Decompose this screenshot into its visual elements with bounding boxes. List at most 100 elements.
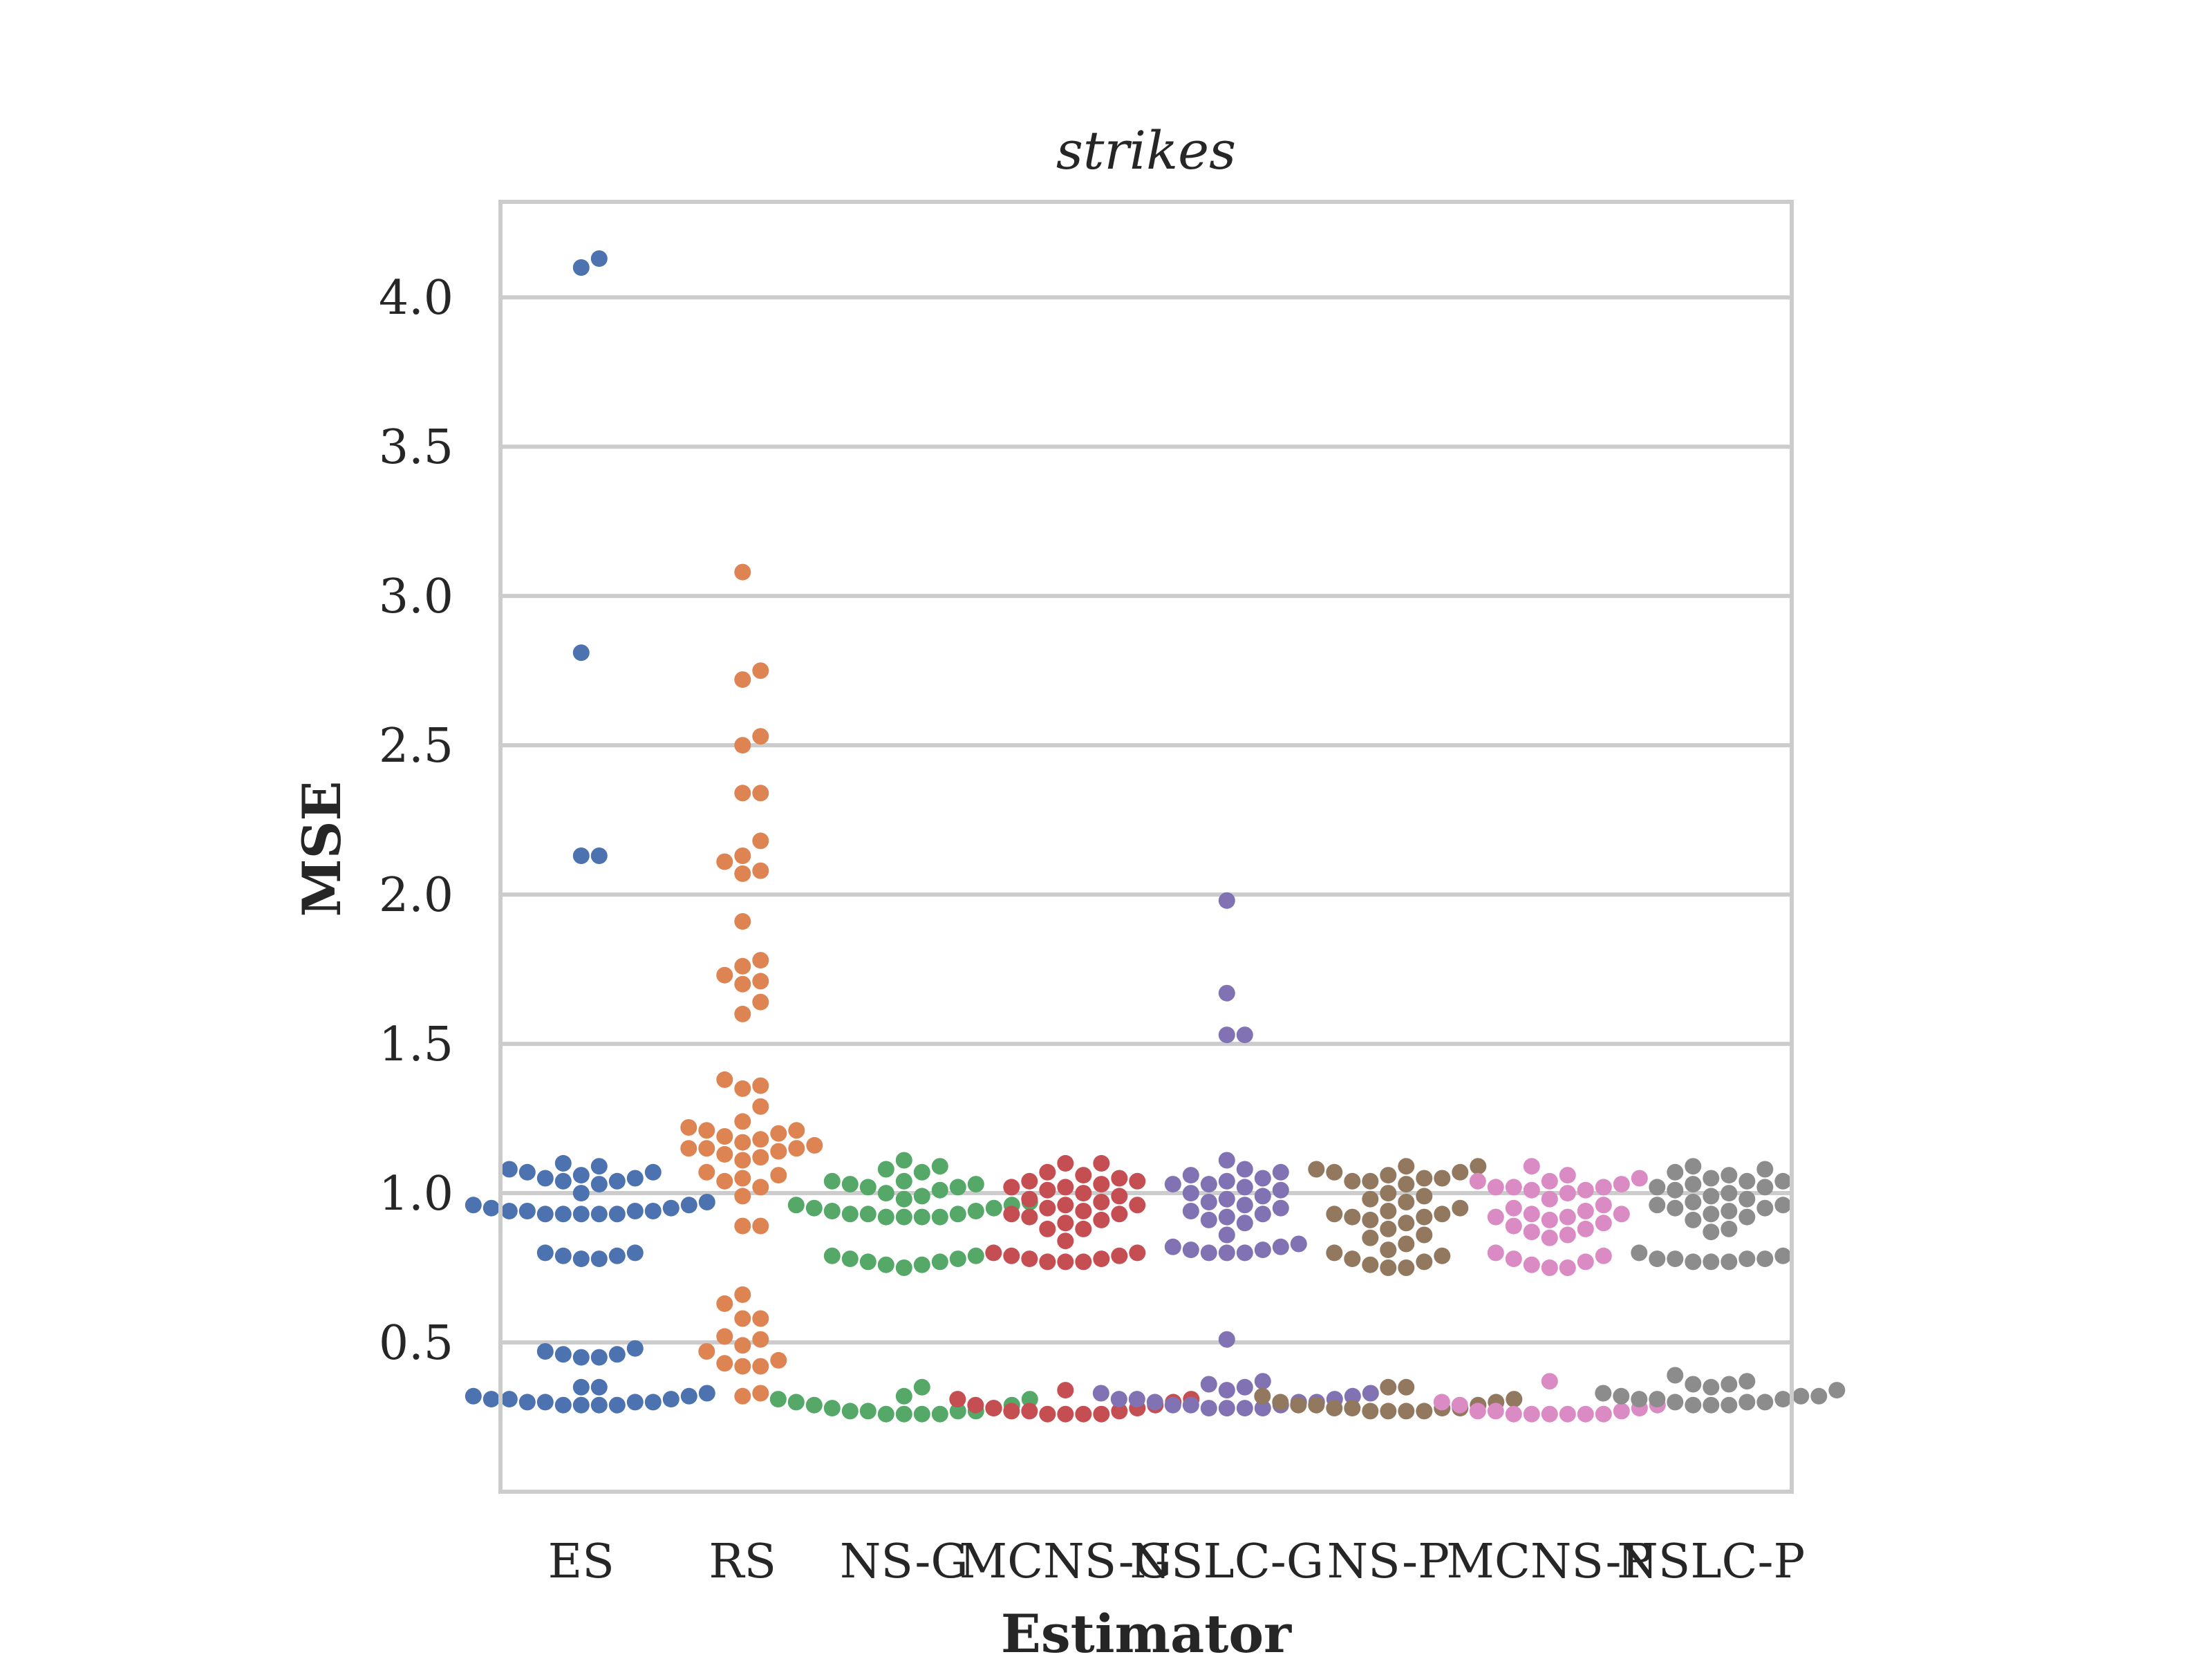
data-point xyxy=(662,1391,679,1408)
data-point xyxy=(1236,1400,1253,1417)
data-point xyxy=(626,1394,644,1411)
data-point xyxy=(1236,1161,1253,1178)
data-point xyxy=(1362,1385,1379,1402)
data-point xyxy=(913,1163,930,1181)
data-point xyxy=(1218,1190,1235,1208)
data-point xyxy=(1362,1172,1379,1190)
data-point xyxy=(1595,1215,1612,1232)
data-point xyxy=(680,1387,697,1405)
data-point xyxy=(1613,1403,1630,1420)
data-point xyxy=(734,1170,751,1187)
data-point xyxy=(1703,1378,1720,1396)
y-tick-label: 0.5 xyxy=(379,1316,453,1371)
data-point xyxy=(877,1208,894,1226)
data-point xyxy=(500,1203,518,1219)
data-point xyxy=(1505,1405,1522,1423)
data-point xyxy=(1218,1027,1235,1044)
data-point xyxy=(1756,1250,1774,1268)
data-point xyxy=(949,1206,966,1223)
data-point xyxy=(1129,1172,1146,1190)
plot-frame xyxy=(498,200,1794,1494)
data-point xyxy=(1254,1241,1271,1259)
data-point xyxy=(1577,1253,1594,1271)
data-point xyxy=(1738,1373,1756,1390)
data-point xyxy=(1577,1203,1594,1219)
data-point xyxy=(1164,1176,1181,1193)
data-point xyxy=(1344,1400,1361,1417)
data-point xyxy=(1111,1170,1128,1187)
data-point xyxy=(608,1206,626,1223)
data-point xyxy=(1326,1206,1343,1223)
data-point xyxy=(913,1256,930,1273)
data-point xyxy=(1092,1385,1109,1402)
data-point xyxy=(1380,1403,1397,1420)
data-point xyxy=(1272,1163,1289,1181)
data-point xyxy=(877,1161,894,1178)
data-point xyxy=(1631,1391,1648,1408)
data-point xyxy=(1326,1400,1343,1417)
data-point xyxy=(1039,1163,1056,1181)
data-point xyxy=(1434,1206,1451,1223)
data-point xyxy=(967,1203,984,1219)
data-point xyxy=(698,1194,715,1210)
data-point xyxy=(465,1197,482,1214)
data-point xyxy=(1774,1172,1792,1190)
data-point xyxy=(608,1247,626,1264)
data-point xyxy=(1631,1170,1648,1187)
data-point xyxy=(913,1188,930,1205)
data-point xyxy=(1559,1208,1576,1226)
data-point xyxy=(680,1197,697,1214)
data-point xyxy=(1721,1203,1738,1219)
data-point xyxy=(1649,1197,1666,1214)
data-point xyxy=(1703,1224,1720,1241)
data-point xyxy=(1111,1247,1128,1264)
data-point xyxy=(608,1172,626,1190)
data-point xyxy=(1111,1188,1128,1205)
data-point xyxy=(752,1385,769,1402)
x-tick-label: NS-P xyxy=(1327,1535,1450,1589)
data-point xyxy=(734,1152,751,1169)
data-point xyxy=(859,1206,877,1223)
data-point xyxy=(1398,1403,1415,1420)
data-point xyxy=(1093,1211,1110,1228)
data-point xyxy=(608,1396,626,1414)
data-point xyxy=(1649,1250,1666,1268)
x-tick-label: NSLC-P xyxy=(1617,1535,1805,1589)
data-point xyxy=(752,1131,769,1148)
data-point xyxy=(949,1391,966,1408)
data-point xyxy=(1649,1391,1666,1408)
data-point xyxy=(1200,1176,1217,1193)
data-point xyxy=(1756,1161,1774,1178)
data-point xyxy=(500,1391,518,1408)
data-point xyxy=(1541,1405,1558,1423)
data-point xyxy=(1667,1181,1684,1199)
data-point xyxy=(788,1140,805,1157)
data-point xyxy=(1021,1403,1038,1420)
data-point xyxy=(752,1098,769,1115)
data-point xyxy=(734,1217,751,1235)
data-point xyxy=(536,1394,554,1411)
data-point xyxy=(1075,1220,1092,1237)
data-point xyxy=(1398,1215,1415,1232)
x-tick-label: ES xyxy=(548,1535,615,1589)
data-point xyxy=(626,1203,644,1219)
data-point xyxy=(823,1172,841,1190)
data-point xyxy=(752,1358,769,1375)
data-point xyxy=(518,1394,536,1411)
data-point xyxy=(1075,1167,1092,1184)
data-point xyxy=(967,1396,984,1414)
data-point xyxy=(1218,1172,1235,1190)
data-point xyxy=(698,1122,715,1139)
data-point xyxy=(734,913,751,930)
data-point xyxy=(1685,1376,1702,1393)
data-point xyxy=(1523,1405,1540,1423)
data-point xyxy=(1505,1199,1522,1217)
data-point xyxy=(1506,1391,1523,1408)
data-point xyxy=(734,1005,751,1022)
data-point xyxy=(590,1378,608,1396)
y-tick-label: 3.5 xyxy=(379,420,453,475)
data-point xyxy=(1111,1206,1128,1223)
data-point xyxy=(572,847,590,864)
data-point xyxy=(716,966,733,984)
data-point xyxy=(572,1167,590,1184)
